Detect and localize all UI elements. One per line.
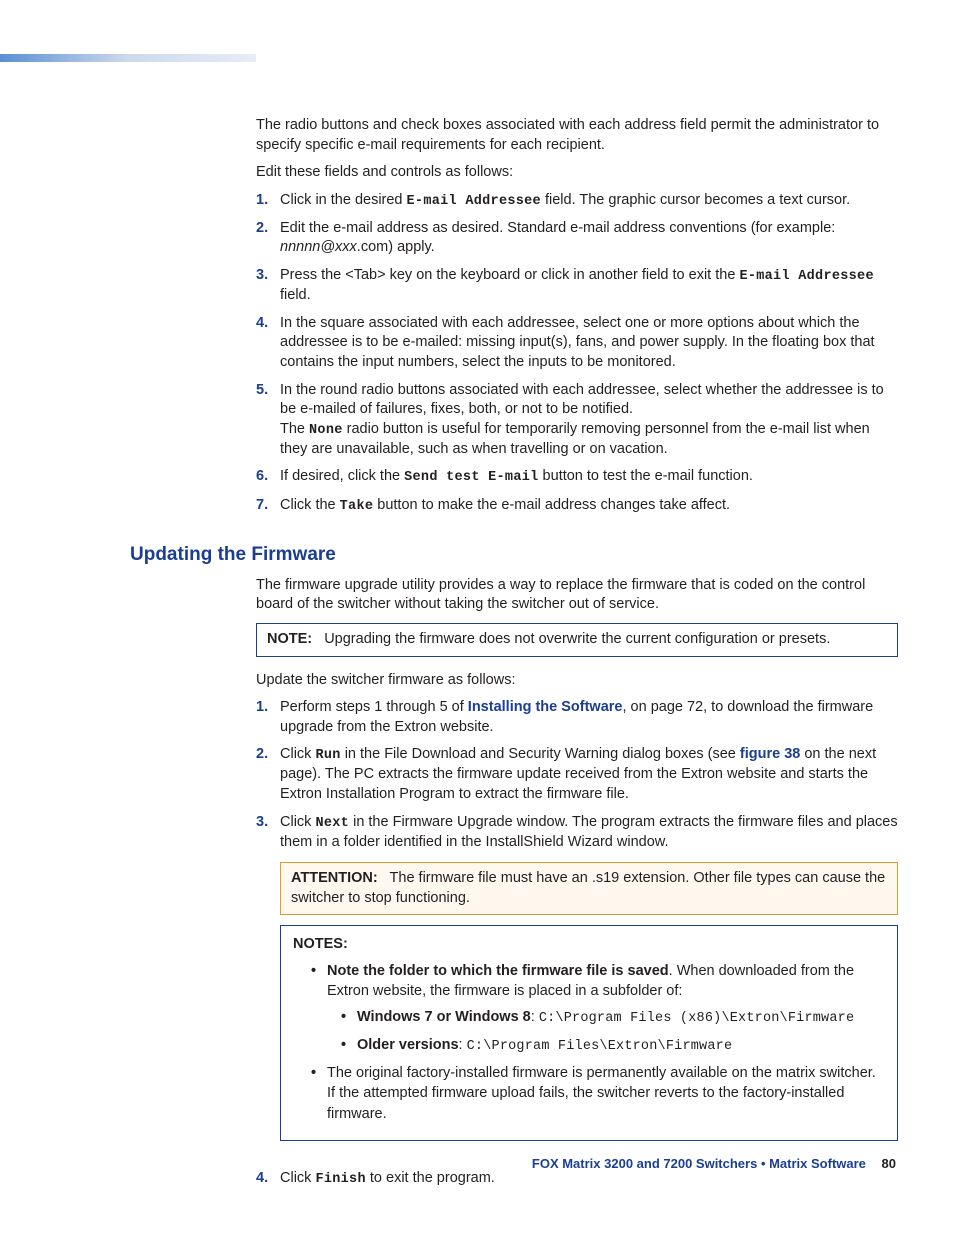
- firmware-steps-list-cont: 4. Click Finish to exit the program.: [256, 1169, 898, 1189]
- notes-subitem-win78: Windows 7 or Windows 8: C:\Program Files…: [341, 1007, 885, 1029]
- step-text: Click Next in the Firmware Upgrade windo…: [280, 813, 898, 853]
- step-number: 1.: [256, 698, 280, 737]
- notes-item-2: The original factory-installed firmware …: [311, 1063, 885, 1124]
- fw-step-4: 4. Click Finish to exit the program.: [256, 1169, 898, 1189]
- step-4: 4. In the square associated with each ad…: [256, 314, 898, 373]
- firmware-steps-list: 1. Perform steps 1 through 5 of Installi…: [256, 698, 898, 852]
- step-6: 6. If desired, click the Send test E-mai…: [256, 467, 898, 487]
- intro-paragraph-1: The radio buttons and check boxes associ…: [256, 116, 898, 155]
- link-figure-38[interactable]: figure 38: [740, 746, 800, 762]
- notes-subitem-older: Older versions: C:\Program Files\Extron\…: [341, 1035, 885, 1057]
- footer-page-number: 80: [882, 1156, 896, 1171]
- notes-sublist: Windows 7 or Windows 8: C:\Program Files…: [341, 1007, 885, 1057]
- step-number: 1.: [256, 191, 280, 211]
- step-text: Click Finish to exit the program.: [280, 1169, 898, 1189]
- step-2: 2. Edit the e-mail address as desired. S…: [256, 219, 898, 258]
- step-number: 5.: [256, 381, 280, 460]
- note-box-firmware: NOTE: Upgrading the firmware does not ov…: [256, 623, 898, 657]
- step-text: In the square associated with each addre…: [280, 314, 898, 373]
- edit-steps-list: 1. Click in the desired E-mail Addressee…: [256, 191, 898, 516]
- step-text: Perform steps 1 through 5 of Installing …: [280, 698, 898, 737]
- step-text: If desired, click the Send test E-mail b…: [280, 467, 898, 487]
- attention-label: ATTENTION:: [291, 870, 378, 886]
- intro-paragraph-2: Edit these fields and controls as follow…: [256, 163, 898, 183]
- footer-title: FOX Matrix 3200 and 7200 Switchers • Mat…: [532, 1156, 866, 1171]
- step-number: 7.: [256, 496, 280, 516]
- step-number: 4.: [256, 1169, 280, 1189]
- fw-step-1: 1. Perform steps 1 through 5 of Installi…: [256, 698, 898, 737]
- step-text: Edit the e-mail address as desired. Stan…: [280, 219, 898, 258]
- step-5: 5. In the round radio buttons associated…: [256, 381, 898, 460]
- notes-box: NOTES: Note the folder to which the firm…: [280, 925, 898, 1141]
- step-3: 3. Press the <Tab> key on the keyboard o…: [256, 266, 898, 306]
- notes-list: Note the folder to which the firmware fi…: [311, 961, 885, 1124]
- link-installing-software[interactable]: Installing the Software: [468, 699, 623, 715]
- fw-step-3: 3. Click Next in the Firmware Upgrade wi…: [256, 813, 898, 853]
- step-number: 3.: [256, 266, 280, 306]
- step-text: Click in the desired E-mail Addressee fi…: [280, 191, 898, 211]
- fw-step-2: 2. Click Run in the File Download and Se…: [256, 745, 898, 804]
- step-number: 3.: [256, 813, 280, 853]
- step-7: 7. Click the Take button to make the e-m…: [256, 496, 898, 516]
- firmware-update-msg: Update the switcher firmware as follows:: [256, 671, 898, 691]
- step-number: 6.: [256, 467, 280, 487]
- step-text: In the round radio buttons associated wi…: [280, 381, 898, 460]
- header-gradient-bar: [0, 54, 256, 62]
- note-label: NOTE:: [267, 631, 312, 647]
- step-text: Click the Take button to make the e-mail…: [280, 496, 898, 516]
- notes-item-1: Note the folder to which the firmware fi…: [311, 961, 885, 1057]
- section-heading-updating-firmware: Updating the Firmware: [130, 544, 898, 566]
- note-text: Upgrading the firmware does not overwrit…: [324, 631, 830, 647]
- attention-box: ATTENTION: The firmware file must have a…: [280, 862, 898, 915]
- step-number: 2.: [256, 219, 280, 258]
- firmware-intro: The firmware upgrade utility provides a …: [256, 576, 898, 615]
- step-text: Press the <Tab> key on the keyboard or c…: [280, 266, 898, 306]
- step-text: Click Run in the File Download and Secur…: [280, 745, 898, 804]
- step-1: 1. Click in the desired E-mail Addressee…: [256, 191, 898, 211]
- step-number: 2.: [256, 745, 280, 804]
- page-footer: FOX Matrix 3200 and 7200 Switchers • Mat…: [532, 1156, 896, 1171]
- step-number: 4.: [256, 314, 280, 373]
- page-content: The radio buttons and check boxes associ…: [130, 116, 898, 1197]
- notes-label: NOTES:: [293, 934, 885, 954]
- attention-text: The firmware file must have an .s19 exte…: [291, 870, 885, 906]
